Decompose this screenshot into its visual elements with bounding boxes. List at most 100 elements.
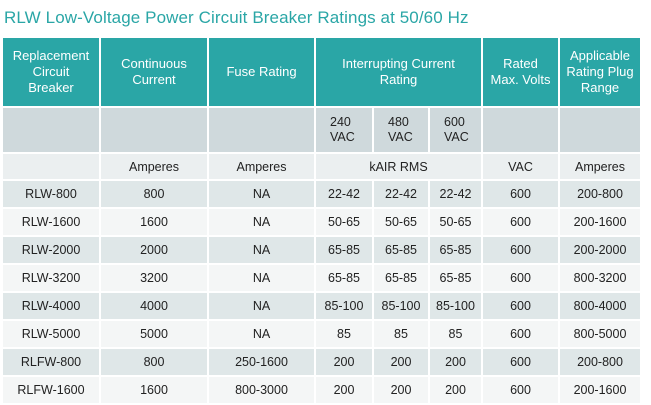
voltage-value: 600 xyxy=(444,115,465,129)
cell-600vac: 200 xyxy=(430,349,483,377)
cell-240vac: 22-42 xyxy=(316,181,374,209)
units-rated: VAC xyxy=(483,154,560,181)
cell-breaker: RLW-1600 xyxy=(3,209,101,237)
voltage-unit: VAC xyxy=(330,130,355,144)
voltage-value: 240 xyxy=(330,115,351,129)
header-replacement-line-2: Circuit xyxy=(32,64,70,79)
cell-fuse: NA xyxy=(209,293,316,321)
cell-600vac: 200 xyxy=(430,377,483,405)
cell-600vac: 85-100 xyxy=(430,293,483,321)
cell-fuse: NA xyxy=(209,237,316,265)
cell-480vac: 65-85 xyxy=(374,265,430,293)
voltage-240: 240 VAC xyxy=(316,108,374,154)
voltage-600: 600 VAC xyxy=(430,108,483,154)
cell-600vac: 85 xyxy=(430,321,483,349)
cell-breaker: RLW-2000 xyxy=(3,237,101,265)
cell-breaker: RLW-800 xyxy=(3,181,101,209)
cell-rated-volts: 600 xyxy=(483,349,560,377)
units-interrupting: kAIR RMS xyxy=(316,154,483,181)
cell-480vac: 85 xyxy=(374,321,430,349)
header-rated-max-volts: Rated Max. Volts xyxy=(483,38,560,108)
cell-240vac: 50-65 xyxy=(316,209,374,237)
header-interrupting-current: Interrupting Current Rating xyxy=(316,38,483,108)
table-body: RLW-800 800 NA 22-42 22-42 22-42 600 200-800 RLW… xyxy=(3,181,642,405)
cell-breaker: RLW-3200 xyxy=(3,265,101,293)
voltage-unit: VAC xyxy=(444,130,469,144)
voltage-unit: VAC xyxy=(388,130,413,144)
header-replacement-breaker: Replacement Circuit Breaker xyxy=(3,38,101,108)
header-interrupting-line-1: Interrupting Current xyxy=(342,56,455,71)
header-plug-line-2: Rating Plug xyxy=(566,64,634,79)
cell-breaker: RLW-4000 xyxy=(3,293,101,321)
table-row: RLW-3200 3200 NA 65-85 65-85 65-85 600 800-3200 xyxy=(3,265,642,293)
voltage-cell-empty xyxy=(3,108,101,154)
cell-fuse: NA xyxy=(209,209,316,237)
header-replacement-line-1: Replacement xyxy=(12,48,90,63)
cell-continuous: 4000 xyxy=(101,293,209,321)
cell-breaker: RLFW-1600 xyxy=(3,377,101,405)
voltage-480: 480 VAC xyxy=(374,108,430,154)
cell-rated-volts: 600 xyxy=(483,181,560,209)
cell-480vac: 85-100 xyxy=(374,293,430,321)
table-row: RLW-2000 2000 NA 65-85 65-85 65-85 600 200-2000 xyxy=(3,237,642,265)
cell-continuous: 5000 xyxy=(101,321,209,349)
cell-plug-range: 200-2000 xyxy=(560,237,642,265)
cell-rated-volts: 600 xyxy=(483,265,560,293)
header-rated-line-2: Max. Volts xyxy=(490,72,551,87)
cell-rated-volts: 600 xyxy=(483,293,560,321)
cell-240vac: 85-100 xyxy=(316,293,374,321)
units-cell-empty xyxy=(3,154,101,181)
voltage-cell-empty xyxy=(101,108,209,154)
cell-plug-range: 200-1600 xyxy=(560,209,642,237)
header-continuous-current: Continuous Current xyxy=(101,38,209,108)
cell-fuse: NA xyxy=(209,321,316,349)
cell-rated-volts: 600 xyxy=(483,209,560,237)
header-fuse-rating: Fuse Rating xyxy=(209,38,316,108)
header-plug-line-3: Range xyxy=(580,80,620,95)
cell-480vac: 200 xyxy=(374,349,430,377)
cell-breaker: RLFW-800 xyxy=(3,349,101,377)
cell-fuse: 800-3000 xyxy=(209,377,316,405)
cell-plug-range: 800-4000 xyxy=(560,293,642,321)
cell-fuse: 250-1600 xyxy=(209,349,316,377)
cell-continuous: 800 xyxy=(101,349,209,377)
cell-continuous: 2000 xyxy=(101,237,209,265)
cell-plug-range: 200-800 xyxy=(560,349,642,377)
cell-240vac: 85 xyxy=(316,321,374,349)
cell-rated-volts: 600 xyxy=(483,321,560,349)
table-header-row: Replacement Circuit Breaker Continuous C… xyxy=(3,38,642,108)
page-title: RLW Low-Voltage Power Circuit Breaker Ra… xyxy=(4,8,469,27)
voltage-cell-empty xyxy=(209,108,316,154)
table-row: RLFW-1600 1600 800-3000 200 200 200 600 200-160… xyxy=(3,377,642,405)
table-row: RLW-1600 1600 NA 50-65 50-65 50-65 600 200-1600 xyxy=(3,209,642,237)
voltage-value: 480 xyxy=(388,115,409,129)
cell-480vac: 22-42 xyxy=(374,181,430,209)
table-row: RLW-5000 5000 NA 85 85 85 600 800-5000 xyxy=(3,321,642,349)
cell-240vac: 65-85 xyxy=(316,237,374,265)
table-row: RLW-800 800 NA 22-42 22-42 22-42 600 200-800 xyxy=(3,181,642,209)
cell-600vac: 22-42 xyxy=(430,181,483,209)
units-continuous: Amperes xyxy=(101,154,209,181)
cell-continuous: 1600 xyxy=(101,209,209,237)
cell-240vac: 200 xyxy=(316,349,374,377)
cell-plug-range: 800-3200 xyxy=(560,265,642,293)
header-replacement-line-3: Breaker xyxy=(28,80,74,95)
voltage-cell-empty xyxy=(483,108,560,154)
cell-480vac: 50-65 xyxy=(374,209,430,237)
voltage-cell-empty xyxy=(560,108,642,154)
cell-600vac: 50-65 xyxy=(430,209,483,237)
cell-rated-volts: 600 xyxy=(483,377,560,405)
header-interrupting-line-2: Rating xyxy=(379,72,418,87)
cell-480vac: 65-85 xyxy=(374,237,430,265)
cell-continuous: 800 xyxy=(101,181,209,209)
voltage-subheader-row: 240 VAC 480 VAC 600 VAC xyxy=(3,108,642,154)
cell-240vac: 65-85 xyxy=(316,265,374,293)
ratings-table: Replacement Circuit Breaker Continuous C… xyxy=(3,38,642,405)
cell-240vac: 200 xyxy=(316,377,374,405)
cell-breaker: RLW-5000 xyxy=(3,321,101,349)
cell-continuous: 3200 xyxy=(101,265,209,293)
cell-fuse: NA xyxy=(209,181,316,209)
header-plug-line-1: Applicable xyxy=(570,48,630,63)
cell-600vac: 65-85 xyxy=(430,237,483,265)
cell-rated-volts: 600 xyxy=(483,237,560,265)
